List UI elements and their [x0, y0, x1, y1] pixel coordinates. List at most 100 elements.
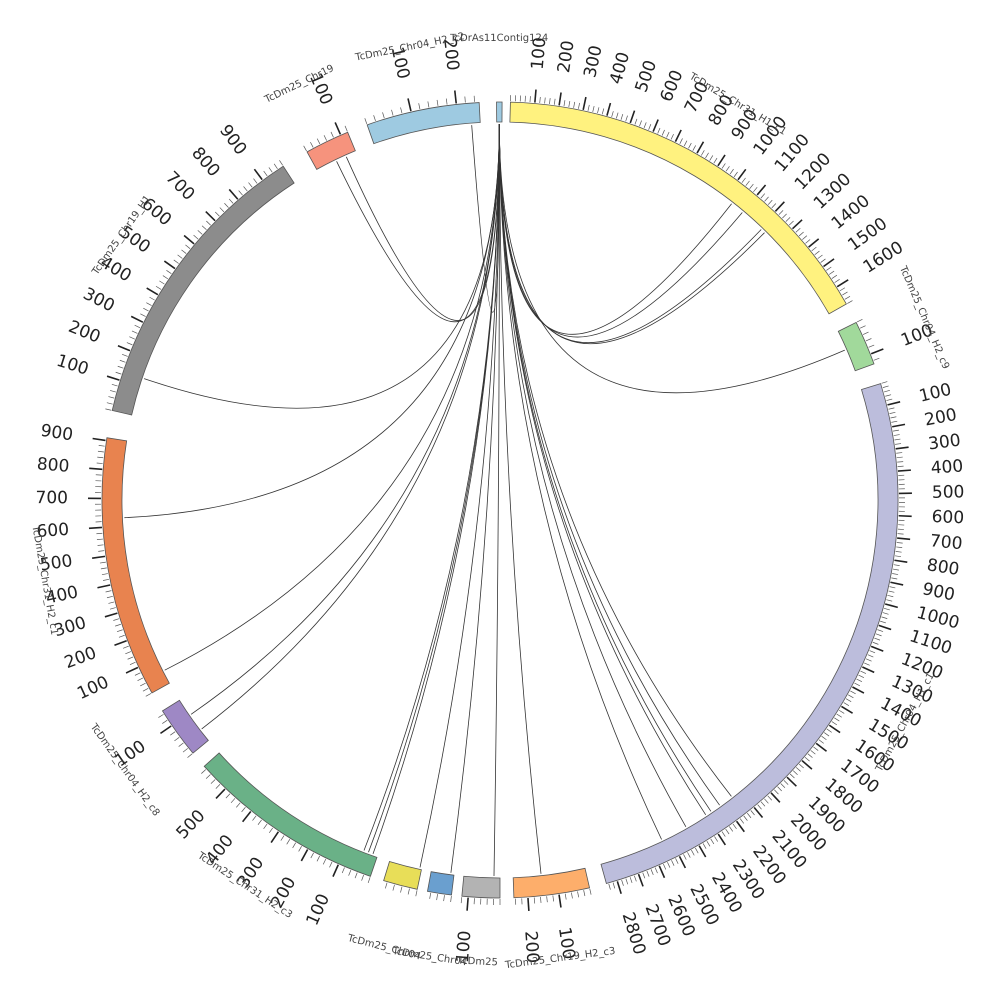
tick-label: 100 [453, 930, 476, 964]
minor-tick [182, 748, 188, 753]
minor-tick [193, 234, 199, 240]
segment-contig[interactable] [496, 101, 503, 123]
tick-label: 800 [187, 143, 223, 181]
minor-tick [108, 396, 115, 399]
segment-chr19salmon[interactable] [306, 131, 356, 170]
major-tick [407, 98, 412, 112]
minor-tick [795, 767, 801, 772]
minor-tick [238, 190, 243, 196]
minor-tick [813, 746, 819, 751]
minor-tick [858, 674, 865, 678]
link-chr04h2-25 [471, 123, 500, 313]
minor-tick [885, 394, 892, 397]
minor-tick [844, 295, 851, 300]
segment-chr04h1c1[interactable] [600, 383, 899, 885]
major-tick [89, 467, 103, 471]
segment-chr19h1[interactable] [111, 165, 295, 416]
minor-tick [427, 101, 430, 108]
minor-tick [292, 842, 297, 849]
minor-tick [98, 550, 105, 552]
minor-tick [643, 122, 647, 129]
minor-tick [634, 118, 638, 125]
segment-seg_yellow_small[interactable] [383, 860, 422, 890]
segment-chr19h2c3[interactable] [512, 867, 591, 899]
link-chr04h2c9-4 [498, 123, 845, 394]
minor-tick [263, 170, 268, 177]
minor-tick [721, 163, 726, 169]
minor-tick [436, 99, 439, 106]
minor-tick [887, 594, 894, 598]
minor-tick [145, 693, 152, 697]
minor-tick [616, 112, 619, 119]
minor-tick [443, 895, 445, 902]
minor-tick [777, 786, 782, 792]
tick-label: 500 [632, 58, 662, 95]
minor-tick [330, 131, 334, 138]
link-chr19salmon-24 [345, 123, 500, 321]
minor-tick [675, 858, 679, 864]
minor-tick [843, 702, 850, 706]
minor-tick [838, 709, 845, 714]
minor-tick [601, 108, 605, 115]
minor-tick [201, 225, 207, 231]
minor-tick [874, 637, 881, 641]
minor-tick [96, 532, 103, 535]
minor-tick [197, 230, 203, 235]
link-chr04h1c1-9 [498, 123, 687, 827]
minor-tick [149, 296, 155, 301]
segment-seg_gray_small[interactable] [461, 875, 501, 899]
segment-chr31h2c3[interactable] [203, 752, 378, 877]
minor-tick [322, 858, 327, 865]
tick-label: 900 [215, 121, 250, 159]
minor-tick [741, 177, 746, 183]
minor-tick [792, 770, 798, 775]
major-tick [870, 348, 884, 355]
minor-tick [140, 682, 146, 687]
minor-tick [750, 810, 755, 816]
minor-tick [105, 590, 112, 593]
segment-chr31h1c1[interactable] [509, 101, 847, 315]
minor-tick [344, 125, 348, 132]
minor-tick [460, 897, 463, 904]
minor-tick [881, 616, 888, 619]
major-tick [737, 168, 747, 181]
tick-label: 700 [36, 488, 69, 508]
minor-tick [121, 353, 128, 357]
major-tick [841, 705, 853, 714]
minor-tick [140, 313, 146, 317]
segment-chr31h2c1[interactable] [101, 437, 170, 694]
minor-tick [739, 818, 745, 824]
minor-tick [155, 285, 162, 290]
tick-label: 400 [606, 50, 634, 87]
minor-tick [382, 112, 385, 119]
major-tick [582, 96, 587, 110]
tick-label: 900 [39, 421, 74, 446]
segment-chr04h2c8[interactable] [161, 699, 209, 754]
minor-tick [732, 823, 737, 829]
major-tick [698, 845, 707, 858]
segment-chr04h2[interactable] [366, 102, 481, 145]
minor-tick [134, 672, 141, 676]
major-tick [658, 865, 666, 879]
minor-tick [865, 338, 872, 342]
minor-tick [688, 142, 692, 149]
major-tick [637, 873, 644, 887]
minor-tick [106, 595, 113, 599]
minor-tick [883, 389, 890, 393]
segment-chr04h2c9[interactable] [837, 321, 875, 372]
major-tick [792, 219, 803, 230]
tick-label: 600 [657, 67, 688, 105]
segment-seg_blue_small[interactable] [427, 871, 455, 896]
minor-tick [896, 456, 903, 459]
minor-tick [279, 160, 283, 166]
major-tick [253, 168, 263, 181]
major-tick [205, 211, 216, 222]
minor-tick [625, 115, 628, 122]
major-tick [114, 639, 127, 647]
tick-label: 500 [932, 482, 965, 503]
minor-tick [170, 731, 176, 736]
minor-tick [859, 325, 866, 329]
minor-tick [700, 150, 705, 156]
minor-tick [828, 270, 835, 275]
minor-tick [248, 182, 253, 188]
